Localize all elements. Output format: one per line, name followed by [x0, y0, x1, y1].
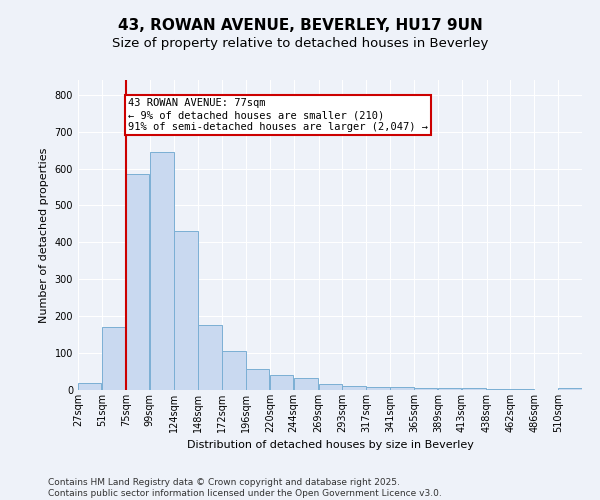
Text: Contains HM Land Registry data © Crown copyright and database right 2025.
Contai: Contains HM Land Registry data © Crown c…: [48, 478, 442, 498]
Bar: [343, 386, 366, 390]
Text: Size of property relative to detached houses in Beverley: Size of property relative to detached ho…: [112, 38, 488, 51]
Bar: [462, 388, 486, 390]
Bar: [175, 232, 198, 390]
Bar: [558, 388, 581, 390]
Text: 43 ROWAN AVENUE: 77sqm
← 9% of detached houses are smaller (210)
91% of semi-det: 43 ROWAN AVENUE: 77sqm ← 9% of detached …: [128, 98, 428, 132]
Bar: [198, 326, 221, 390]
Text: 43, ROWAN AVENUE, BEVERLEY, HU17 9UN: 43, ROWAN AVENUE, BEVERLEY, HU17 9UN: [118, 18, 482, 32]
Bar: [246, 369, 269, 390]
Bar: [102, 328, 125, 390]
Bar: [78, 382, 101, 390]
Bar: [270, 374, 293, 390]
Bar: [149, 152, 174, 390]
Bar: [294, 378, 318, 390]
Bar: [126, 174, 149, 390]
Bar: [319, 384, 342, 390]
Bar: [438, 388, 461, 390]
Bar: [222, 351, 245, 390]
Y-axis label: Number of detached properties: Number of detached properties: [39, 148, 49, 322]
Bar: [366, 386, 389, 390]
Bar: [390, 388, 413, 390]
Bar: [414, 388, 437, 390]
X-axis label: Distribution of detached houses by size in Beverley: Distribution of detached houses by size …: [187, 440, 473, 450]
Bar: [487, 389, 510, 390]
